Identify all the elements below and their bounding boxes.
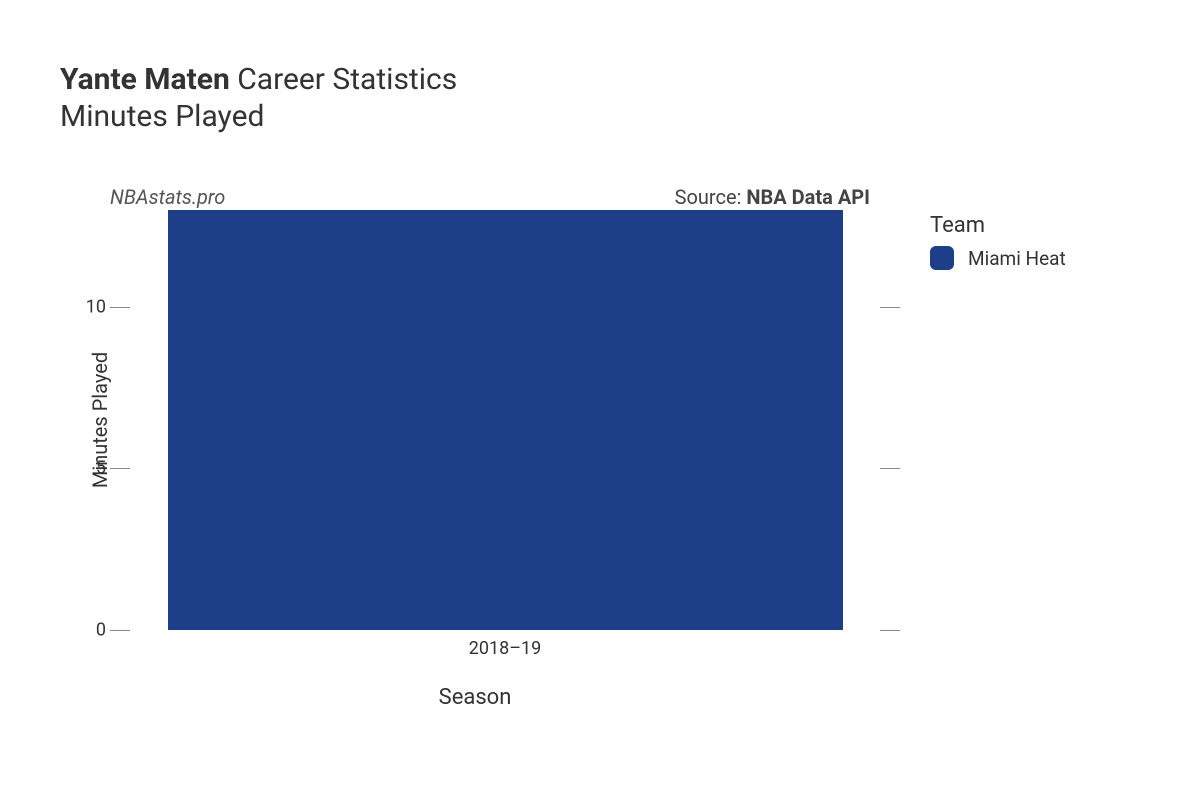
y-tick-label: 10	[78, 296, 106, 317]
player-name: Yante Maten	[60, 62, 230, 97]
legend-label: Miami Heat	[968, 247, 1066, 270]
gridline-right-stub	[880, 307, 900, 308]
title-suffix: Career Statistics	[237, 62, 457, 97]
source-text: Source: NBA Data API	[675, 185, 870, 209]
y-tick-label: 5	[78, 458, 106, 479]
chart-container: Yante Maten Career Statistics Minutes Pl…	[0, 0, 1200, 800]
legend-items: Miami Heat	[930, 246, 1066, 270]
bar	[168, 210, 843, 630]
watermark-text: NBAstats.pro	[110, 185, 225, 209]
title-block: Yante Maten Career Statistics Minutes Pl…	[60, 60, 1140, 134]
title-line-1: Yante Maten Career Statistics	[60, 60, 1140, 99]
legend-swatch	[930, 246, 954, 270]
x-tick-label: 2018–19	[469, 638, 542, 659]
legend: Team Miami Heat	[930, 213, 1066, 270]
plot-wrap: Minutes Played 05102018–19 Season	[70, 210, 880, 630]
meta-row: NBAstats.pro Source: NBA Data API	[110, 185, 870, 209]
plot-area: 05102018–19	[130, 210, 880, 630]
legend-item: Miami Heat	[930, 246, 1066, 270]
gridline-right-stub	[880, 468, 900, 469]
title-metric: Minutes Played	[60, 99, 1140, 134]
x-axis-label: Season	[70, 685, 880, 710]
gridline-left-stub	[110, 307, 130, 308]
gridline-left-stub	[110, 468, 130, 469]
source-prefix: Source:	[675, 185, 747, 209]
legend-title: Team	[930, 213, 1066, 238]
source-name: NBA Data API	[746, 185, 870, 209]
gridline-left-stub	[110, 630, 130, 631]
y-tick-label: 0	[78, 620, 106, 641]
gridline-right-stub	[880, 630, 900, 631]
